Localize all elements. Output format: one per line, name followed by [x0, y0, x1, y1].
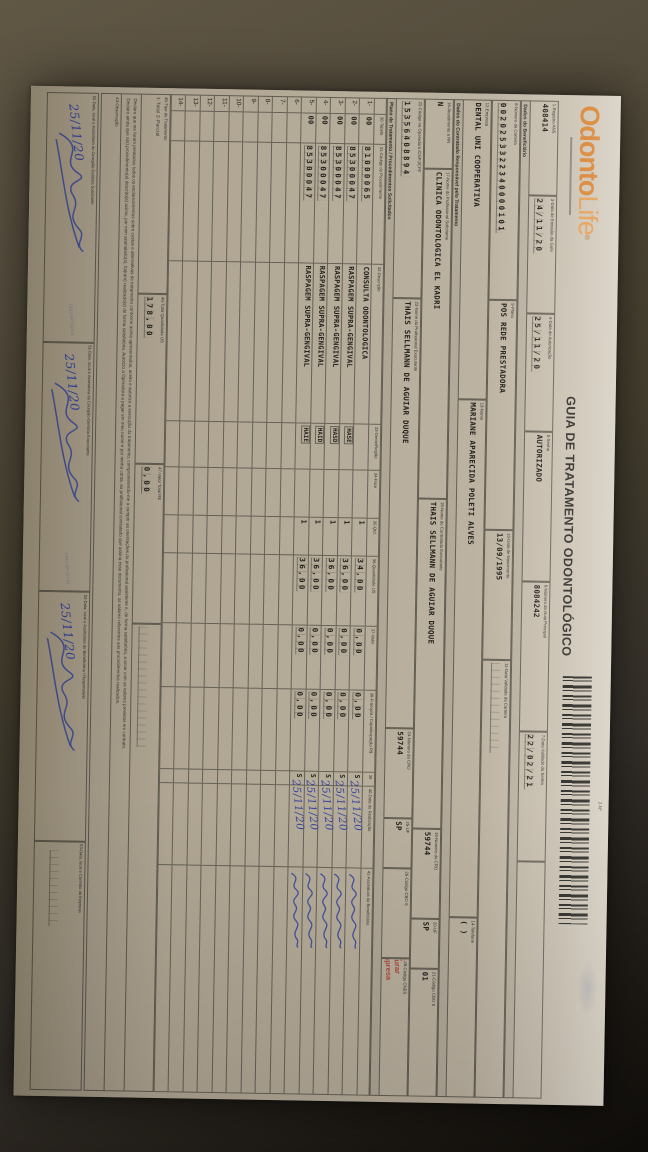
signature-box: 51-Data, local e Assinatura do Cirurgião…: [38, 341, 95, 592]
signature-scribble: [51, 382, 80, 502]
empty-date-comb: [489, 662, 501, 753]
field-contratado-executante: 18-Nome do Contratado Executante THAIS S…: [412, 498, 447, 829]
field-telefone: 14-Telefone ( ): [445, 917, 478, 1098]
registered-mark: ®: [582, 234, 590, 241]
table-body: 1- 00 81000065 CONSULTA ODONTOLOGICA 1 3…: [153, 95, 374, 1096]
beneficiary-signature-cell: [313, 867, 332, 1096]
signature-scribble: [320, 873, 328, 949]
field-data-autorizacao: 4-Data de Autorização 25/11/20: [524, 313, 556, 432]
handwritten-date: 25/11/20: [333, 779, 350, 832]
field-total-quantidade-us: 46-Total Quantidade US 178,00: [134, 293, 168, 465]
field-atendimento-rn: 16-Atendimento a RN N: [423, 98, 454, 170]
beneficiary-signature-cell: [284, 867, 303, 1095]
dente-regiao-value: HASE: [344, 426, 354, 445]
field-senha: 5-Senha AUTORIZADO: [521, 431, 554, 582]
field-uf-2: 25-UF SP: [382, 817, 413, 869]
field-guia-principal: 6-Número da Guia Principal 8084242: [518, 581, 551, 732]
logo-text-secondary: Life: [572, 195, 604, 236]
beneficiary-signature-cell: [342, 868, 361, 1096]
field-cbo-1: 21-Código CBO S 01: [407, 968, 439, 1097]
logo-tagline: [568, 137, 573, 216]
field-tipo-tratamento: 45-Tipo de Tratamento 1-Total 2-Parcial: [137, 93, 171, 295]
procedure-row: 2- 00 85300047 RASPAGEM SUPRA-GENGIVAL H…: [327, 98, 360, 1096]
logo-text-primary: Odonto: [573, 105, 605, 196]
procedure-row: 3- 00 85300047 RASPAGEM SUPRA-GENGIVAL H…: [313, 97, 345, 1096]
guia-number-label: 2-Nº: [597, 801, 603, 811]
procedure-row: 1- 00 81000065 CONSULTA ODONTOLOGICA 1 3…: [342, 98, 374, 1096]
beneficiary-signature-cell: [298, 867, 317, 1095]
field-validade-senha: 7-Data Validade da Senha 22/02/21: [516, 731, 548, 862]
signature-scribble: [334, 873, 343, 949]
field-uf-1: 20-UF SP: [409, 918, 440, 969]
field-cbo-2: 26-Código CBO S: [380, 867, 412, 959]
signature-scribble: [55, 132, 85, 253]
signature-box: 52-Data, local e Assinatura do Beneficiá…: [34, 590, 91, 842]
signature-box: 53-Data, local e Carimbo da Empresa: [29, 840, 87, 1091]
cro-stamp: CRO-SP 59744: [63, 552, 72, 585]
dente-regiao-value: HAIE: [300, 425, 311, 445]
field-valor-total: 47-Valor Total R$ 0,00: [131, 463, 165, 625]
ink-smudge: [576, 959, 598, 1018]
procedures-table: 30-Tabela 31-Código do Procedimento 32-D…: [153, 94, 387, 1096]
field-data-emissao: 3-Data de Emissão da Guia 24/11/20: [526, 195, 558, 314]
signature-scribble: [47, 631, 76, 752]
dente-regiao-value: HAID: [315, 425, 325, 445]
field-nascimento: 10-Data de Nascimento 13/09/1995: [482, 529, 514, 661]
handwritten-date: 25/11/20: [304, 779, 321, 832]
procedure-row: 5- 00 85300047 RASPAGEM SUPRA-GENGIVAL H…: [284, 97, 316, 1095]
signature-scribble: [349, 873, 357, 950]
barcode: [558, 676, 592, 925]
field-numero-carteira: 8-Número da Carteira 0020253322340000101: [488, 99, 521, 301]
handwritten-date: 25/11/20: [347, 779, 364, 832]
field-cnes: 28-Código CNES 025- Faturar Empresa: [378, 957, 410, 1097]
faturar-empresa-stamp: 025- Faturar Empresa: [383, 957, 408, 981]
empty-comb: [136, 626, 148, 747]
handwritten-date: 25/11/20: [289, 778, 306, 831]
form-title: GUIA DE TRATAMENTO ODONTOLÓGICO: [559, 396, 578, 657]
empty-date-comb: [48, 849, 60, 926]
field-header-filler: [512, 861, 546, 1099]
field-cro-1: 19-Número do CRO 59744: [410, 828, 442, 919]
field-plano: 9-Plano POS REDE PRESTADORA: [484, 299, 518, 531]
field-registro-ans: 1-Registro ANS 408414: [528, 100, 559, 196]
field-empresa: 12-Empresa DENTAL UNI COOPERATIVA: [457, 99, 492, 400]
dente-regiao-value: HASD: [329, 425, 340, 445]
cro-stamp: CRO-SP 59744: [68, 302, 76, 336]
beneficiary-signature-cell: [327, 868, 346, 1096]
field-nome-solicitante: 17-Nome do Profissional Solicitante CLIN…: [417, 168, 453, 500]
field-cro-2: 24-Número do CRO 59744: [383, 727, 414, 819]
signature-box: 50-Data, local e Assinatura do Cirurgião…: [42, 91, 100, 343]
field-codigo-operadora: 22-Código na Operadora /CNPJ/CPF 1535640…: [392, 98, 425, 299]
signature-scribble: [305, 873, 314, 949]
signature-scribble: [291, 872, 299, 949]
form-paper: OdontoLife® GUIA DE TRATAMENTO ODONTOLÓG…: [13, 85, 621, 1106]
signature-footer-row: 50-Data, local e Assinatura do Cirurgião…: [29, 91, 100, 1091]
procedure-row: 4- 00 85300047 RASPAGEM SUPRA-GENGIVAL H…: [298, 97, 331, 1095]
handwritten-date: 25/11/20: [318, 779, 335, 832]
odontolife-logo: OdontoLife®: [568, 105, 605, 241]
